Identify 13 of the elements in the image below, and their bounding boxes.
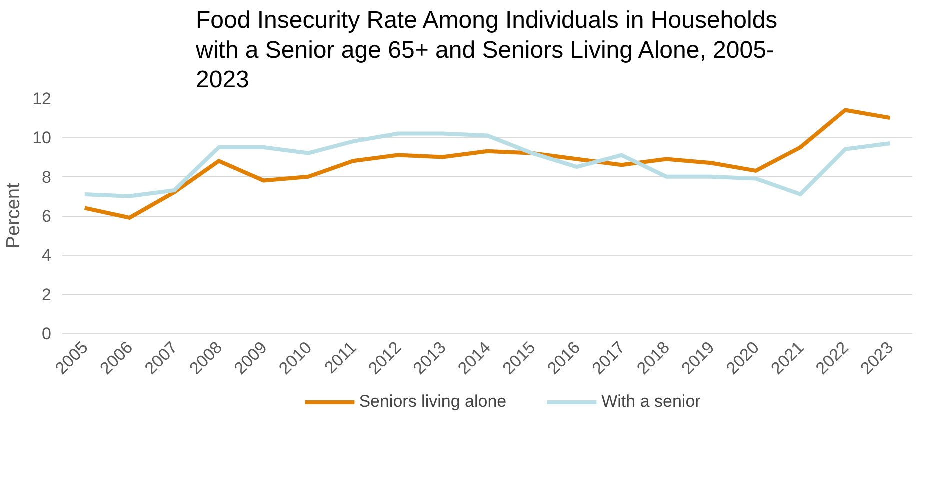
line-series [82, 132, 892, 198]
y-tick-label: 6 [42, 207, 52, 226]
line-series [82, 108, 892, 220]
y-tick-label: 10 [32, 128, 52, 148]
y-tick-label: 8 [42, 168, 52, 187]
y-tick-label: 0 [42, 324, 52, 344]
y-tick-label: 12 [32, 90, 52, 108]
chart-title: Food Insecurity Rate Among Individuals in Households with a Senior age 65+ and Seniors Living Alone, 2005- 2023 [195, 7, 778, 94]
y-axis-title: Percent [4, 182, 25, 249]
y-tick-label: 4 [42, 246, 52, 266]
y-tick-label: 2 [42, 285, 52, 304]
legend-label: Seniors living alone [359, 392, 507, 412]
legend-label: With a senior [602, 392, 701, 412]
